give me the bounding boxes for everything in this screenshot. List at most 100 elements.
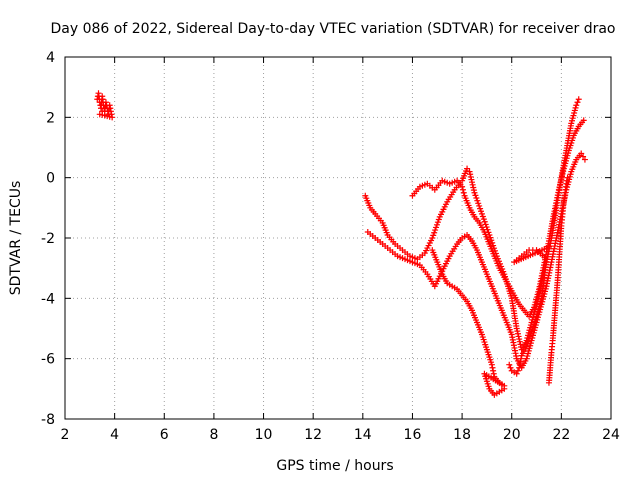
x-tick-label: 10 [255,427,273,443]
data-point [107,105,114,112]
data-point [517,341,524,348]
data-point [489,364,496,371]
data-point [476,202,483,209]
data-point [573,102,580,109]
data-point [481,218,488,225]
data-point [466,168,473,175]
data-point [501,385,508,392]
data-point [581,156,588,163]
x-axis-label: GPS time / hours [276,458,393,474]
data-point [467,171,474,178]
data-point [574,99,581,106]
data-point [488,361,495,368]
y-tick-label: -6 [41,352,55,368]
data-point [556,184,563,191]
data-point [435,216,442,223]
data-point [471,189,478,196]
data-point [514,367,521,374]
data-point [106,102,113,109]
data-point [559,170,566,177]
data-point [472,192,479,199]
data-point [560,168,567,175]
y-tick-label: 0 [46,171,55,187]
data-point [507,364,514,371]
x-tick-label: 2 [61,427,70,443]
data-point [513,370,520,377]
data-point [460,189,467,196]
data-point [580,153,587,160]
data-point [474,197,481,204]
series-arc-E [506,244,552,377]
y-tick-label: 2 [46,110,55,126]
data-point [470,187,477,194]
data-point [516,361,523,368]
data-point [480,216,487,223]
series-arc-B [409,117,587,320]
data-point [430,232,437,239]
data-point [429,235,436,241]
data-point [515,333,522,340]
data-point [469,181,476,188]
series-arc-A [362,96,582,353]
data-point [557,178,564,185]
data-point [431,229,438,236]
data-point [479,213,486,220]
data-point [433,221,440,228]
data-point [432,227,439,234]
series-tail [545,174,571,386]
plot-frame [64,56,612,420]
data-point [563,180,570,187]
data-point [477,205,484,212]
x-tick-label: 18 [453,427,471,443]
x-tick-label: 16 [404,427,422,443]
x-tick-label: 22 [552,427,570,443]
data-point [96,111,103,118]
data-point [488,237,495,244]
data-point [473,195,480,202]
data-point [102,99,109,106]
data-point [517,358,524,365]
data-points [94,90,588,398]
data-point [459,183,466,190]
x-tick-label: 4 [110,427,119,443]
data-point [490,367,497,374]
data-point [490,370,497,377]
data-point [558,176,565,183]
data-point [434,219,441,226]
series-early-cluster [94,90,116,121]
data-point [478,208,485,215]
data-point [470,184,477,191]
data-point [545,244,552,251]
data-point [555,186,562,193]
y-axis-label: SDTVAR / TECUs [8,181,24,296]
x-tick-label: 12 [304,427,322,443]
data-point [464,165,471,172]
data-point [469,179,476,186]
data-point [514,330,521,337]
data-point [433,224,440,231]
data-point [558,173,565,180]
data-point [578,150,585,157]
data-point [489,239,496,246]
data-point [580,117,587,124]
grid-lines [65,57,611,419]
chart-title: Day 086 of 2022, Sidereal Day-to-day VTE… [50,21,615,37]
data-point [468,176,475,183]
data-point [564,174,571,181]
data-point [575,96,582,103]
data-point [513,325,520,332]
data-point [467,173,474,180]
data-point [516,336,523,343]
y-tick-label: -8 [41,412,55,428]
x-tick-label: 24 [602,427,620,443]
series-arc-D [429,247,508,398]
data-point [514,328,521,335]
data-point [99,108,106,115]
data-point [459,186,466,193]
data-point [563,177,570,184]
y-tick-label: -2 [41,231,55,247]
x-tick-label: 14 [354,427,372,443]
y-tick-label: 4 [46,50,55,66]
